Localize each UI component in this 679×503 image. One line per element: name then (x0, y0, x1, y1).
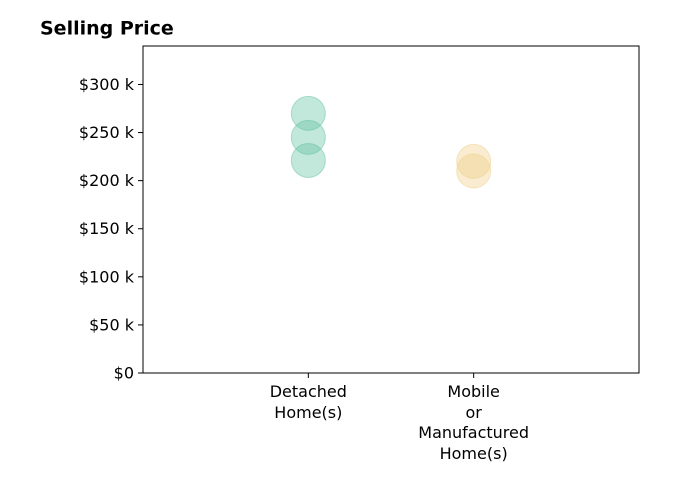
y-tick-label: $250 k (79, 123, 135, 142)
point (456, 153, 492, 189)
plot-frame (142, 45, 640, 374)
chart-title: Selling Price (40, 18, 174, 40)
y-tick-label: $0 (114, 364, 134, 383)
y-tick-label: $150 k (79, 219, 135, 238)
point (290, 95, 326, 131)
x-tick-label: Detached Home(s) (269, 382, 347, 422)
y-tick-label: $200 k (79, 171, 135, 190)
x-tick-label: Mobile or Manufactured Home(s) (418, 382, 530, 463)
point (290, 142, 326, 178)
y-tick-label: $50 k (89, 315, 135, 334)
point (456, 143, 492, 179)
y-tick-label: $300 k (79, 75, 135, 94)
y-tick-label: $100 k (79, 267, 135, 286)
